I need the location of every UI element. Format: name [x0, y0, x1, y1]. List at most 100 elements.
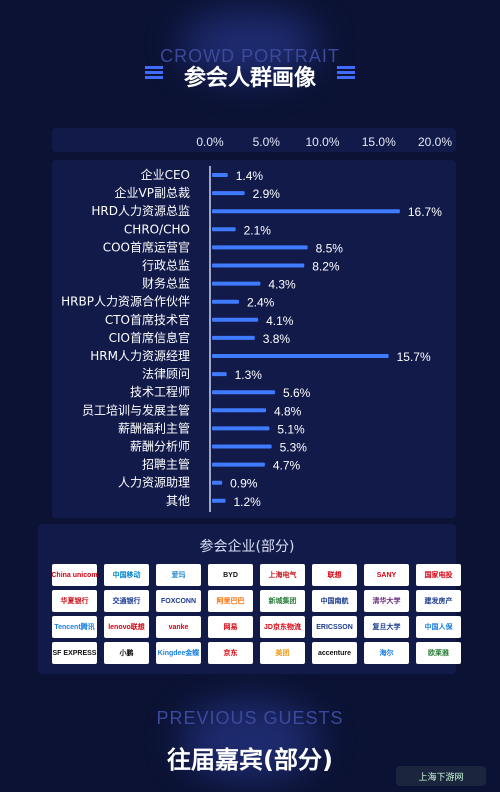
watermark: 上海下游网	[396, 766, 486, 786]
category-label: 人力资源助理	[118, 476, 190, 490]
header-decoration-right	[337, 66, 355, 80]
header-subtitle-en: CROWD PORTRAIT	[160, 46, 340, 66]
category-label: HRM人力资源经理	[90, 349, 190, 363]
data-bar	[212, 480, 223, 485]
x-axis-panel	[52, 128, 456, 152]
company-logo: 网易	[208, 616, 253, 638]
data-bar	[212, 462, 265, 467]
company-logo: lenovo联想	[104, 616, 149, 638]
value-label: 1.4%	[236, 169, 264, 183]
data-bar	[212, 263, 305, 268]
category-label: 薪酬分析师	[130, 440, 190, 454]
company-logo: FOXCONN	[156, 590, 201, 612]
company-logo: 中国人保	[416, 616, 461, 638]
page-header: CROWD PORTRAIT 参会人群画像	[0, 36, 500, 106]
x-tick-label: 5.0%	[253, 135, 281, 149]
company-logo: 上海电气	[260, 564, 305, 586]
data-bar	[212, 209, 400, 214]
company-logo: 小鹏	[104, 642, 149, 664]
company-logo: 阿里巴巴	[208, 590, 253, 612]
company-logo: 建发房产	[416, 590, 461, 612]
data-bar	[212, 335, 255, 340]
company-logo: SANY	[364, 564, 409, 586]
value-label: 8.5%	[316, 241, 344, 255]
category-label: COO首席运营官	[103, 239, 190, 254]
value-label: 2.9%	[253, 187, 281, 201]
category-label: 企业CEO	[141, 167, 190, 182]
company-logo: BYD	[208, 564, 253, 586]
company-logo: 复旦大学	[364, 616, 409, 638]
data-bar	[212, 390, 275, 395]
data-bar	[212, 245, 308, 250]
header-decoration-left	[145, 66, 163, 80]
category-label: 薪酬福利主管	[118, 420, 190, 435]
company-logo: 欧莱雅	[416, 642, 461, 664]
previous-guests-header: PREVIOUS GUESTS 往届嘉宾(部分)	[0, 690, 500, 792]
data-bar	[212, 173, 228, 177]
category-label: HRD人力资源总监	[91, 204, 190, 218]
company-logo: 新城集团	[260, 590, 305, 612]
company-logo: 海尔	[364, 642, 409, 664]
data-bar	[212, 191, 245, 196]
footer-glow	[180, 700, 320, 780]
value-label: 4.7%	[273, 459, 301, 473]
footer-title: 往届嘉宾(部分)	[167, 746, 333, 774]
value-label: 0.9%	[230, 477, 258, 491]
company-logo: Kingdee金蝶	[156, 642, 201, 664]
company-logo: ERICSSON	[312, 616, 357, 638]
x-tick-label: 20.0%	[418, 135, 452, 149]
page-title: 参会人群画像	[183, 66, 316, 91]
category-label: 法律顾问	[142, 367, 190, 381]
category-label: 员工培训与发展主管	[82, 402, 190, 417]
company-logo: 美团	[260, 642, 305, 664]
category-label: HRBP人力资源合作伙伴	[61, 294, 190, 309]
value-label: 5.1%	[277, 422, 305, 436]
category-label: CTO首席技术官	[105, 312, 190, 327]
x-tick-label: 10.0%	[305, 135, 339, 149]
company-logo: vanke	[156, 616, 201, 638]
data-bar	[212, 426, 270, 431]
value-label: 5.6%	[283, 386, 311, 400]
companies-panel: 参会企业(部分) China unicom 中国移动 爱玛 BYD 上海电气 联想 SANY…	[38, 524, 461, 674]
category-label: 其他	[166, 494, 190, 508]
company-logo: 交通银行	[104, 590, 149, 612]
company-logo: 华夏银行	[52, 590, 97, 612]
company-logo-grid: China unicom 中国移动 爱玛 BYD 上海电气 联想 SANY 国家电投华夏银行交…	[52, 564, 461, 664]
value-label: 4.3%	[268, 278, 296, 292]
category-label: 企业VP副总裁	[115, 185, 190, 200]
category-label: CIO首席信息官	[109, 330, 190, 345]
data-bar	[212, 281, 261, 286]
bar-chart: 0.0% 5.0% 10.0% 15.0% 20.0% 企业CEO 1.4% 企业VP副总裁 2…	[61, 135, 452, 512]
companies-title: 参会企业(部分)	[199, 539, 295, 555]
company-logo: accenture	[312, 642, 357, 664]
data-bar	[212, 408, 266, 413]
company-logo: 联想	[312, 564, 357, 586]
company-logo: 国家电投	[416, 564, 461, 586]
value-label: 2.1%	[244, 223, 272, 237]
data-bar	[212, 354, 389, 358]
company-logo: China unicom	[52, 564, 97, 586]
header-glow	[180, 10, 320, 80]
category-label: 招聘主管	[142, 457, 190, 472]
value-label: 1.3%	[235, 368, 263, 382]
footer-subtitle-en: PREVIOUS GUESTS	[156, 708, 344, 728]
company-logo: JD京东物流	[260, 616, 305, 638]
x-tick-label: 15.0%	[362, 135, 396, 149]
category-label: 财务总监	[142, 276, 190, 291]
company-logo: 中国移动	[104, 564, 149, 586]
company-logo: 京东	[208, 642, 253, 664]
data-bar	[212, 317, 259, 322]
value-label: 1.2%	[234, 495, 262, 509]
data-bar	[212, 227, 236, 232]
company-logo: Tencent腾讯	[52, 616, 97, 638]
data-bar	[212, 444, 272, 449]
value-label: 3.8%	[263, 332, 291, 346]
value-label: 16.7%	[408, 205, 442, 219]
value-label: 8.2%	[312, 260, 340, 274]
company-logo: 爱玛	[156, 564, 201, 586]
category-label: CHRO/CHO	[124, 222, 190, 236]
value-label: 4.8%	[274, 404, 302, 418]
company-logo: SF EXPRESS	[52, 642, 97, 664]
data-bar	[212, 372, 227, 377]
value-label: 2.4%	[247, 296, 275, 310]
